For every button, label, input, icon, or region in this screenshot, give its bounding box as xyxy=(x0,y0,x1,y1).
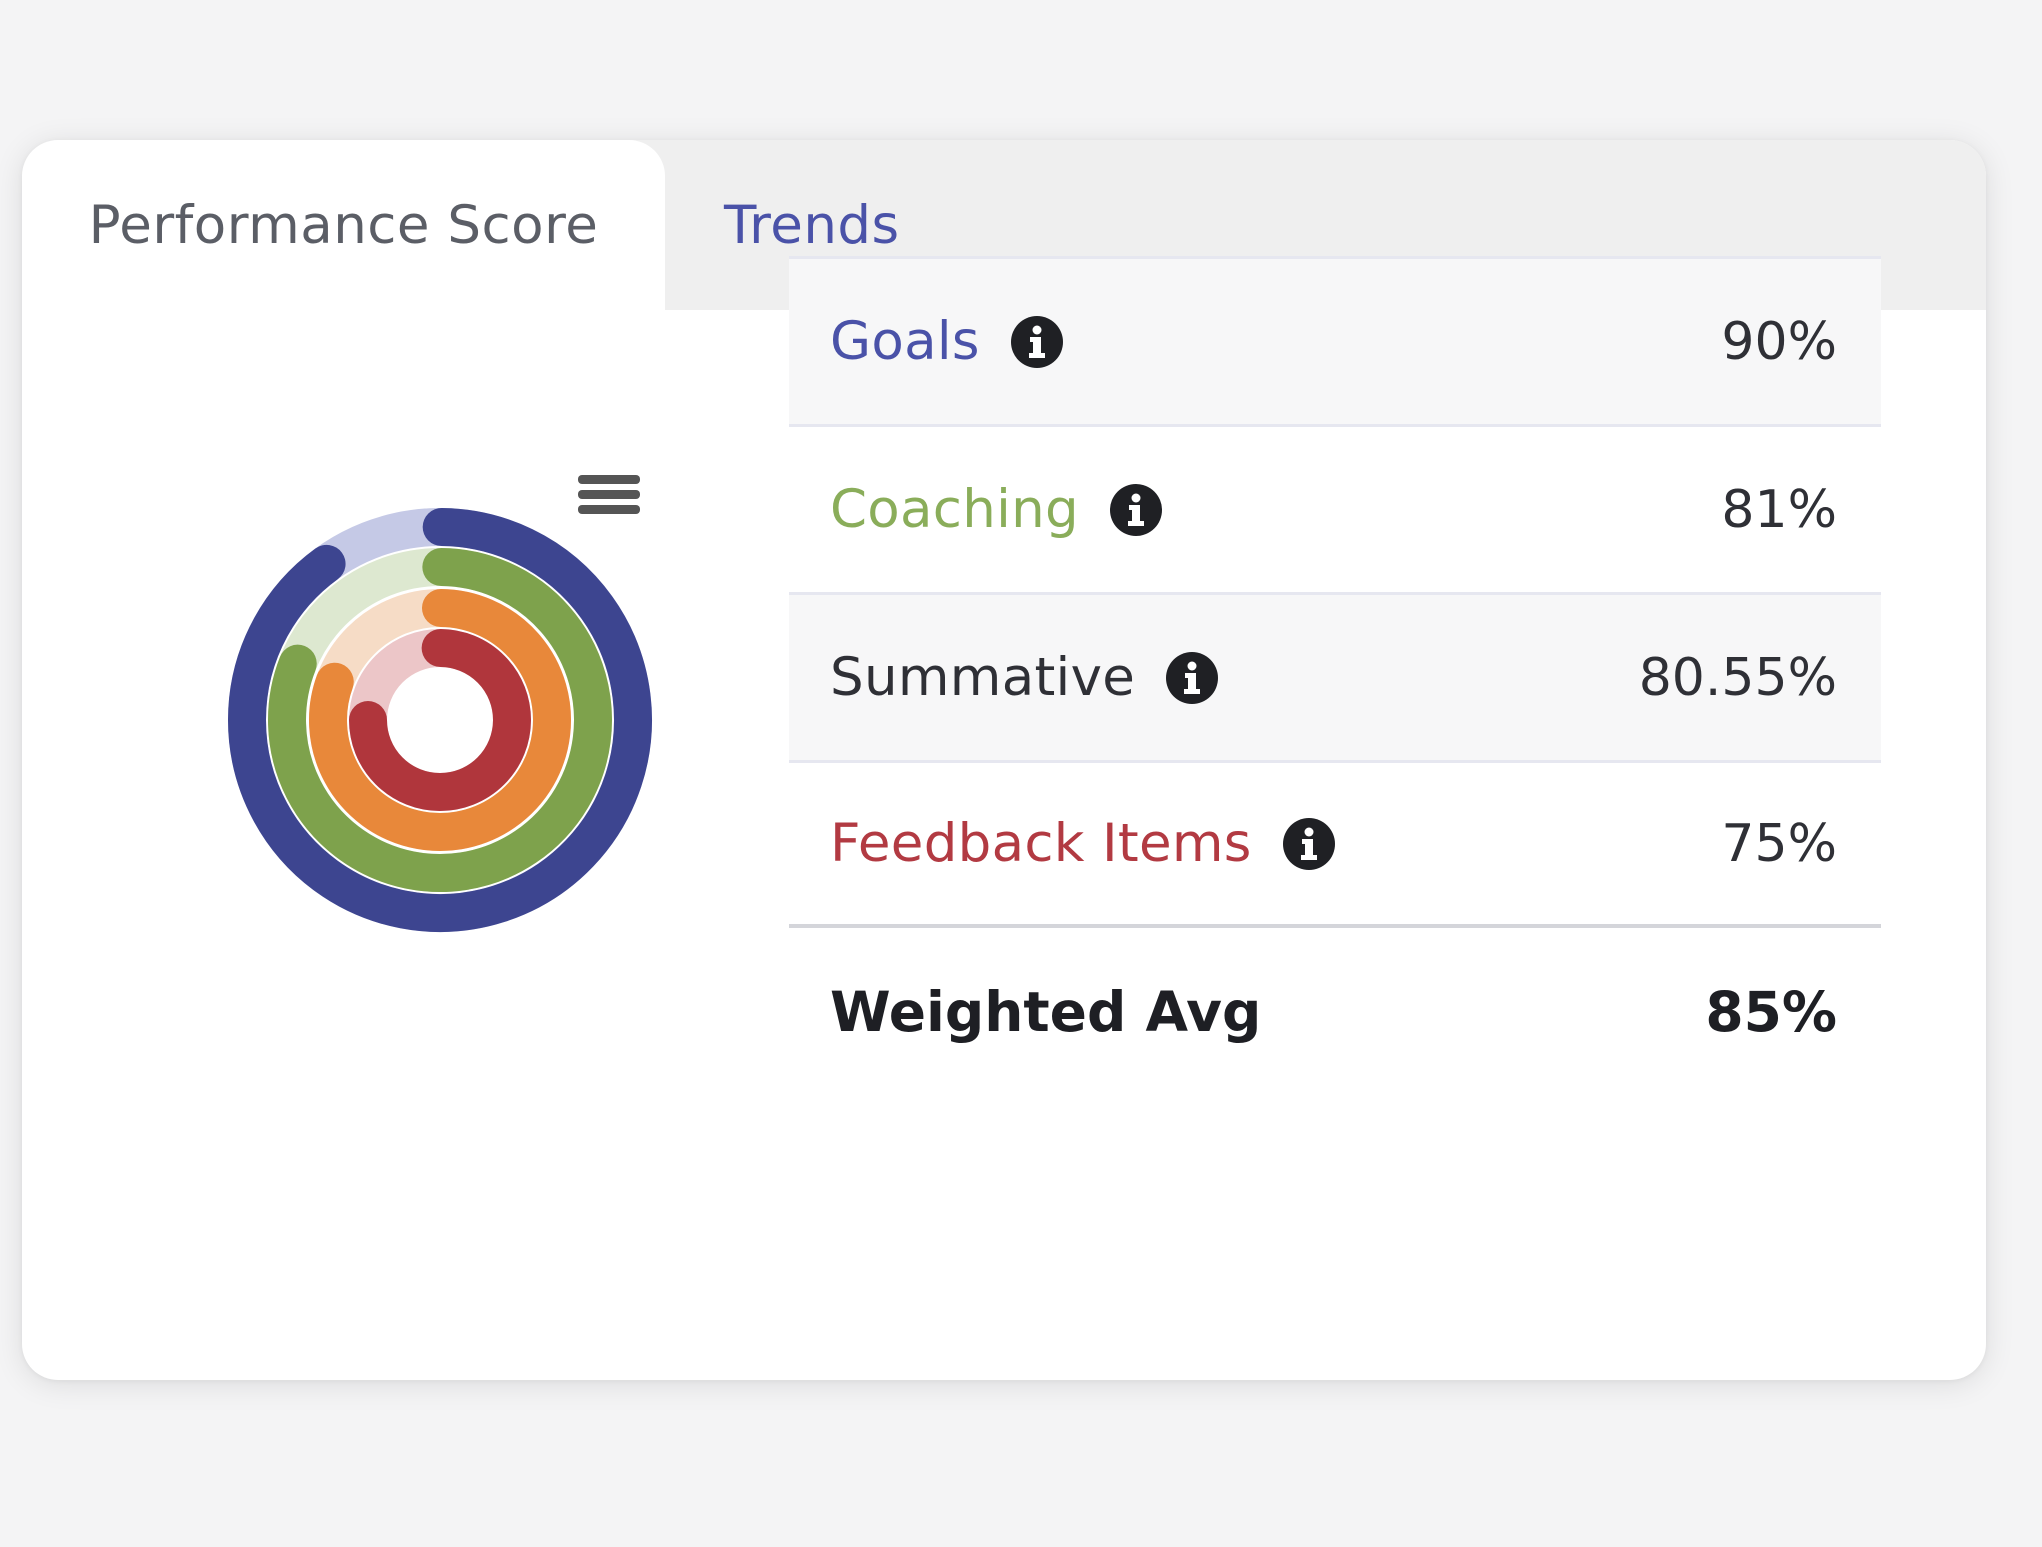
metrics-table: Goals 90% Coaching 81% Summative xyxy=(789,256,1881,1096)
info-circle-icon[interactable] xyxy=(1165,651,1219,705)
weighted-average-row: Weighted Avg 85% xyxy=(789,928,1881,1096)
metric-row-summative: Summative 80.55% xyxy=(789,592,1881,760)
metric-row-feedback-items: Feedback Items 75% xyxy=(789,760,1881,928)
radial-bar-goals[interactable] xyxy=(228,508,652,932)
info-circle-icon[interactable] xyxy=(1109,483,1163,537)
metric-value: 75% xyxy=(1721,813,1837,874)
tab-trends[interactable]: Trends xyxy=(724,140,900,310)
radial-bar-feedback-items[interactable] xyxy=(349,629,531,811)
metric-row-coaching: Coaching 81% xyxy=(789,424,1881,592)
tab-label: Trends xyxy=(724,194,900,256)
hamburger-menu-icon[interactable] xyxy=(575,456,655,536)
tab-performance-score[interactable]: Performance Score xyxy=(22,140,665,310)
metric-row-goals: Goals 90% xyxy=(789,256,1881,424)
metric-label: Coaching xyxy=(830,479,1079,540)
radial-bar-chart xyxy=(160,440,720,1000)
metric-label: Summative xyxy=(830,647,1136,708)
metric-label: Goals xyxy=(830,311,980,372)
metric-label: Feedback Items xyxy=(830,813,1252,874)
total-value: 85% xyxy=(1705,980,1837,1044)
info-circle-icon[interactable] xyxy=(1282,817,1336,871)
radial-bar-summative[interactable] xyxy=(309,589,571,851)
total-label: Weighted Avg xyxy=(830,980,1262,1044)
radial-chart-svg xyxy=(228,508,652,932)
tab-label: Performance Score xyxy=(88,194,599,256)
info-circle-icon[interactable] xyxy=(1010,315,1064,369)
tab-bar: Performance Score Trends xyxy=(22,140,1986,310)
metric-value: 81% xyxy=(1721,479,1837,540)
metric-value: 80.55% xyxy=(1638,647,1837,708)
metric-value: 90% xyxy=(1721,311,1837,372)
radial-bar-coaching[interactable] xyxy=(268,548,612,892)
